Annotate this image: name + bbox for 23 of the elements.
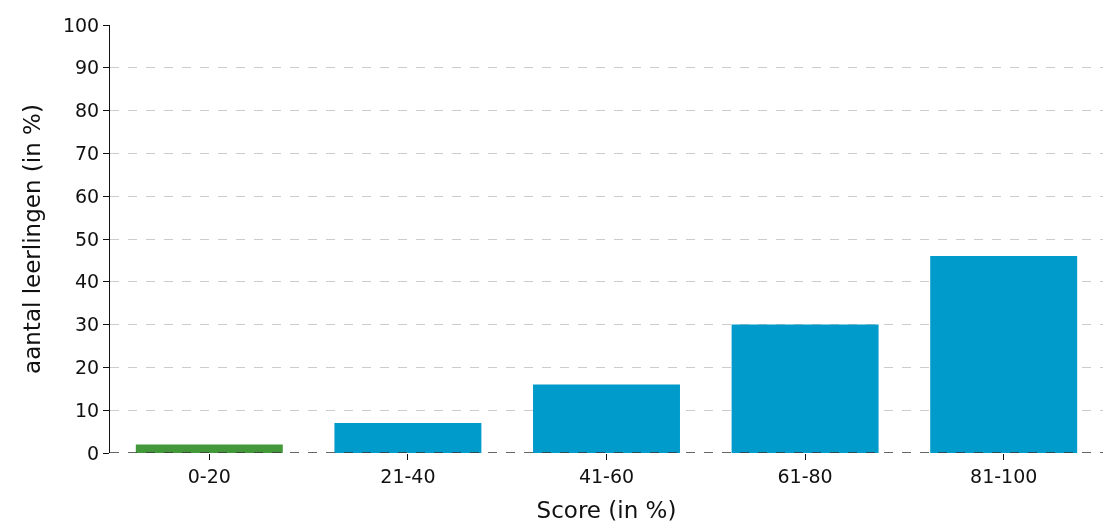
x-tick-label: 41-60 bbox=[578, 464, 635, 487]
bar bbox=[334, 423, 482, 453]
y-tick-label: 30 bbox=[75, 313, 100, 336]
y-tick-label: 90 bbox=[75, 56, 100, 79]
y-tick-label: 70 bbox=[75, 142, 100, 165]
x-tick-label: 0-20 bbox=[187, 464, 231, 487]
y-tick-label: 100 bbox=[62, 13, 100, 36]
bar bbox=[930, 256, 1078, 453]
y-tick-label: 0 bbox=[87, 441, 100, 464]
y-axis-title: aantal leerlingen (in %) bbox=[19, 104, 46, 374]
y-tick-label: 60 bbox=[75, 184, 100, 207]
x-tick-label: 21-40 bbox=[380, 464, 436, 487]
y-tick-label: 40 bbox=[75, 270, 100, 293]
y-tick-label: 80 bbox=[75, 99, 100, 122]
bar bbox=[533, 384, 680, 453]
x-tick-label: 61-80 bbox=[777, 464, 833, 487]
y-tick-label: 50 bbox=[75, 227, 100, 250]
y-tick-label: 20 bbox=[75, 356, 100, 379]
bar bbox=[731, 324, 879, 453]
y-tick-label: 10 bbox=[75, 398, 100, 421]
x-tick-label: 81-100 bbox=[970, 464, 1038, 487]
x-axis-title: Score (in %) bbox=[536, 497, 677, 523]
bar bbox=[135, 444, 283, 453]
